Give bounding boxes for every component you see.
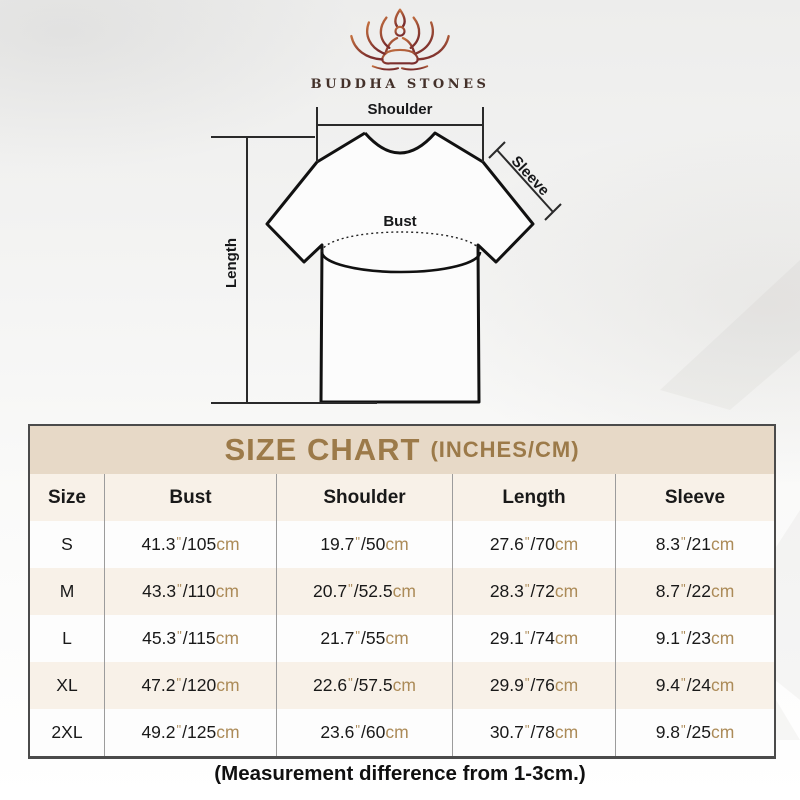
- brand-logo: BUDDHA STONES: [0, 4, 800, 92]
- cell-xl-sleeve: 9.4 "/24 cm: [615, 662, 774, 709]
- bust-line-dotted: [321, 231, 481, 253]
- size-chart-table: SIZE CHART (INCHES/CM) Size Bust Shoulde…: [28, 424, 776, 759]
- cell-m-size: M: [30, 568, 104, 615]
- cell-xl-shoulder: 22.6 "/57.5 cm: [276, 662, 452, 709]
- sleeve-measure-lines: [488, 141, 562, 221]
- shoulder-label: Shoulder: [367, 101, 433, 118]
- col-header-length: Length: [452, 474, 615, 521]
- shoulder-measure-lines: [316, 107, 484, 162]
- size-chart-subtitle: (INCHES/CM): [430, 437, 580, 462]
- size-chart-grid: Size Bust Shoulder Length Sleeve S 41.3 "…: [30, 474, 774, 756]
- brand-name: BUDDHA STONES: [310, 77, 490, 92]
- cell-s-size: S: [30, 521, 104, 568]
- cell-m-shoulder: 20.7 "/52.5 cm: [276, 568, 452, 615]
- tshirt-measurement-diagram: Shoulder Bust Length Sleeve: [0, 95, 800, 425]
- cell-2xl-sleeve: 9.8 "/25 cm: [615, 709, 774, 756]
- cell-s-bust: 41.3 "/105 cm: [104, 521, 276, 568]
- cell-s-sleeve: 8.3 "/21 cm: [615, 521, 774, 568]
- bust-line-solid: [320, 251, 482, 274]
- col-header-size: Size: [30, 474, 104, 521]
- col-header-bust: Bust: [104, 474, 276, 521]
- col-header-shoulder: Shoulder: [276, 474, 452, 521]
- cell-2xl-length: 30.7 "/78 cm: [452, 709, 615, 756]
- cell-xl-size: XL: [30, 662, 104, 709]
- lotus-meditation-icon: [350, 8, 450, 71]
- cell-l-bust: 45.3 "/115 cm: [104, 615, 276, 662]
- cell-l-shoulder: 21.7 "/55 cm: [276, 615, 452, 662]
- cell-xl-length: 29.9 "/76 cm: [452, 662, 615, 709]
- cell-xl-bust: 47.2 "/120 cm: [104, 662, 276, 709]
- bust-label: Bust: [383, 213, 417, 230]
- length-label: Length: [223, 238, 240, 288]
- cell-2xl-shoulder: 23.6 "/60 cm: [276, 709, 452, 756]
- cell-s-shoulder: 19.7 "/50 cm: [276, 521, 452, 568]
- tshirt-outline-drawing: [211, 107, 562, 404]
- measurement-footnote: (Measurement difference from 1-3cm.): [214, 762, 586, 785]
- cell-s-length: 27.6 "/70 cm: [452, 521, 615, 568]
- cell-2xl-size: 2XL: [30, 709, 104, 756]
- length-measure-lines: [211, 136, 377, 404]
- cell-m-bust: 43.3 "/110 cm: [104, 568, 276, 615]
- size-chart-title-band: SIZE CHART (INCHES/CM): [30, 426, 774, 474]
- shirt-outline: [265, 131, 535, 404]
- cell-2xl-bust: 49.2 "/125 cm: [104, 709, 276, 756]
- cell-l-size: L: [30, 615, 104, 662]
- cell-m-length: 28.3 "/72 cm: [452, 568, 615, 615]
- size-chart-title: SIZE CHART: [224, 432, 421, 467]
- cell-l-sleeve: 9.1 "/23 cm: [615, 615, 774, 662]
- col-header-sleeve: Sleeve: [615, 474, 774, 521]
- cell-l-length: 29.1 "/74 cm: [452, 615, 615, 662]
- cell-m-sleeve: 8.7 "/22 cm: [615, 568, 774, 615]
